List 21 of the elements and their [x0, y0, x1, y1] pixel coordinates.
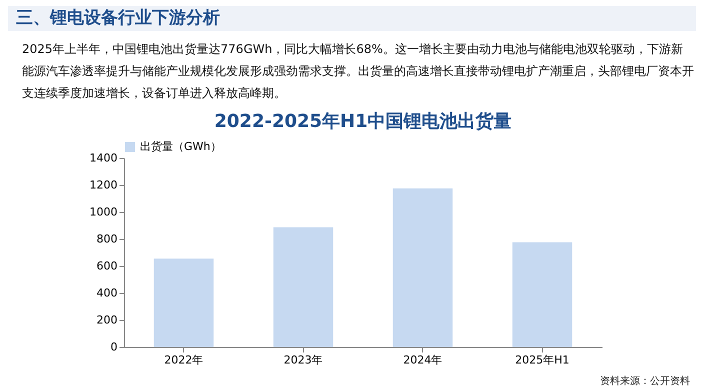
legend-label: 出货量（GWh）	[140, 140, 222, 153]
y-tick-label: 1200	[90, 178, 118, 192]
y-tick-label: 600	[96, 260, 118, 272]
bar	[392, 188, 453, 347]
y-tick-label: 1400	[90, 152, 118, 164]
y-tick-label: 400	[96, 286, 118, 300]
bar	[512, 242, 572, 347]
text: 三、锂电设备行业下游分析	[8, 6, 696, 31]
y-tick-label: 1000	[90, 206, 118, 218]
x-tick-label: 2022年	[164, 354, 204, 366]
text: 2025年上半年，中国锂电池出货量达776GWh，同比大幅增长68%。这一增长主要由动力电池与储能电池双轮驱动，下游新能源汽车渗透率提升与储能产业规模化发展形成强劲需求支撑。出货量的高速增长直接带动锂电扩产潮重启，头部锂电厂资本开支连续季度加速增长，设备订单进入释放高峰期。	[22, 41, 694, 102]
bar	[154, 258, 214, 347]
bar	[273, 227, 334, 347]
x-tick-label: 2025年H1	[515, 354, 570, 366]
x-tick-label: 2024年	[403, 354, 442, 366]
chart-title: 2022-2025年H1中国锂电池出货量	[214, 111, 512, 132]
y-tick-label: 800	[96, 232, 118, 246]
x-tick-label: 2023年	[284, 354, 323, 366]
y-tick-label: 200	[96, 314, 118, 326]
y-tick-label: 0	[110, 340, 118, 354]
text: 资料来源：公开资料	[600, 374, 690, 388]
